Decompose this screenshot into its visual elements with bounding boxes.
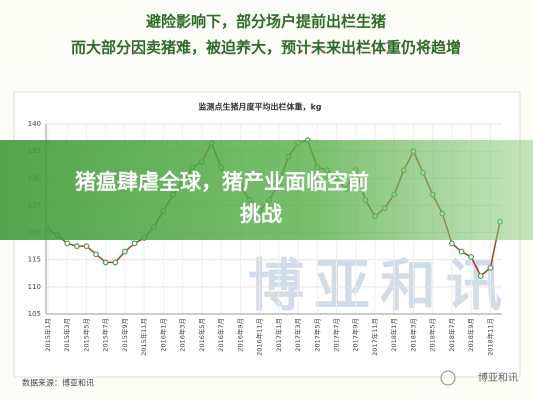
x-tick-label: 2018年5月: [428, 318, 437, 352]
x-tick-label: 2017年11月: [370, 318, 379, 356]
x-tick-label: 2015年5月: [81, 318, 90, 352]
x-tick-label: 2018年3月: [408, 318, 417, 352]
point: [122, 248, 128, 255]
header-line: 避险影响下，部分场户提前出栏生猪: [146, 13, 386, 31]
x-tick-label: 2015年3月: [62, 318, 71, 352]
x-tick-label: 2017年9月: [351, 318, 360, 352]
y-tick-label: 140: [28, 120, 41, 128]
logo-icon: [440, 370, 456, 386]
x-tick-label: 2018年11月: [485, 318, 494, 356]
point: [458, 248, 465, 255]
y-tick-label: 105: [28, 310, 41, 318]
x-tick-label: 2017年5月: [312, 318, 321, 352]
x-tick-label: 2015年9月: [120, 318, 129, 352]
banner-line: 猪瘟肆虐全球，猪产业面临空前: [74, 170, 369, 194]
point: [468, 254, 475, 260]
y-tick-label: 115: [28, 256, 41, 264]
x-tick-label: 2017年1月: [274, 318, 283, 352]
point: [83, 243, 90, 250]
source: 数据来源：博亚和讯: [22, 378, 94, 388]
x-tick-label: 2016年3月: [178, 318, 187, 352]
x-tick-label: 2018年7月: [447, 318, 456, 352]
point: [64, 240, 71, 247]
x-tick-label: 2015年1月: [43, 318, 52, 352]
point: [102, 259, 109, 266]
x-tick-label: 2016年7月: [216, 318, 225, 352]
x-tick-label: 2016年11月: [255, 318, 264, 356]
x-tick-label: 2016年1月: [158, 318, 167, 352]
point: [112, 259, 119, 266]
x-tick-label: 2016年5月: [197, 318, 206, 352]
x-tick-label: 2018年9月: [466, 318, 475, 352]
point: [73, 243, 80, 250]
point: [477, 273, 484, 279]
banner: [0, 140, 533, 240]
y-tick-label: 110: [28, 283, 41, 291]
logo: 博亚和讯: [478, 371, 518, 384]
header-line: 而大部分因卖猪难，被迫养大，预计未来出栏体重仍将趋增: [71, 39, 461, 57]
x-tick-label: 2018年1月: [389, 318, 398, 352]
banner-line: 挑战: [240, 202, 282, 226]
x-tick-label: 2017年3月: [293, 318, 302, 352]
x-tick-label: 2016年9月: [235, 318, 244, 352]
point: [487, 264, 494, 271]
x-tick-label: 2015年7月: [101, 318, 110, 352]
x-tick-label: 2015年11月: [139, 318, 148, 356]
point: [449, 240, 455, 247]
point: [93, 251, 99, 258]
x-tick-label: 2017年7月: [332, 318, 341, 352]
chart-title: 监测点生猪月度平均出栏体重，kg: [198, 102, 321, 112]
point: [131, 240, 138, 247]
